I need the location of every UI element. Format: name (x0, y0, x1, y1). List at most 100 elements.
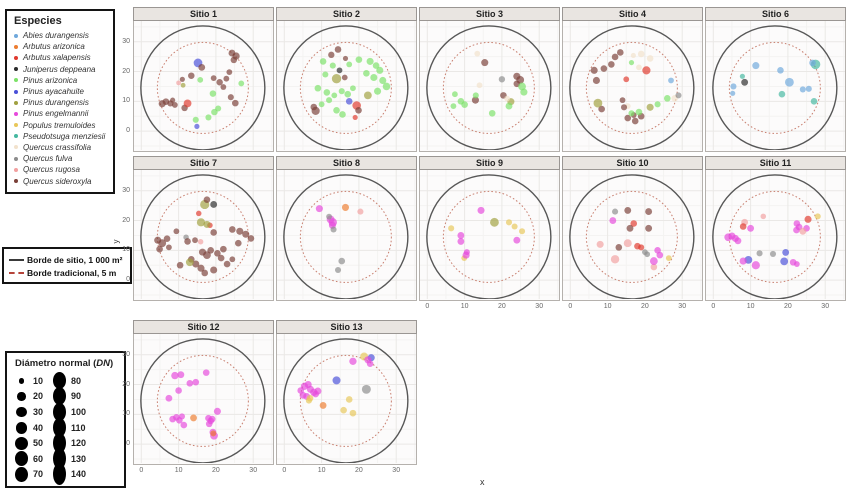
species-label: Pseudotsuga menziesii (23, 131, 106, 141)
species-color-dot (14, 55, 18, 60)
tree-point (448, 225, 455, 232)
diameter-value: 30 (33, 406, 44, 417)
diameter-legend-item: 60 (15, 451, 43, 467)
tree-point (615, 244, 623, 251)
tree-point (638, 244, 645, 251)
tree-point (631, 117, 639, 125)
tree-point (663, 95, 671, 102)
tree-point (190, 414, 197, 422)
tree-point (747, 224, 755, 232)
diameter-value: 110 (71, 422, 86, 433)
tree-point (756, 250, 763, 257)
tree-point (620, 104, 628, 111)
tree-point (229, 226, 236, 233)
tree-point (476, 82, 483, 89)
tree-point (355, 106, 362, 114)
tree-point (630, 52, 636, 59)
tree-point (226, 69, 233, 76)
facet-scatter-svg (277, 170, 416, 299)
tree-point (188, 72, 195, 79)
diameter-legend-item: 100 (53, 402, 86, 422)
tree-point (751, 261, 760, 270)
tree-point (734, 237, 742, 245)
tree-point (179, 76, 185, 82)
tree-point (297, 387, 305, 394)
tree-point (340, 406, 347, 414)
y-tick-label: 10 (122, 410, 130, 418)
tree-point (612, 208, 619, 215)
tree-point (163, 235, 171, 243)
diameter-dot (15, 451, 28, 467)
x-tick-label: 10 (174, 467, 183, 474)
tree-point (739, 73, 745, 79)
tree-point (318, 101, 325, 108)
facet-panel: Sitio 8 (276, 156, 417, 301)
species-legend-item: Juniperus deppeana (14, 64, 109, 75)
facet-panel: Sitio 3 (419, 7, 560, 152)
tree-point (785, 77, 794, 87)
border-legend-item: Borde de sitio, 1 000 m² (9, 253, 126, 266)
facet-panel: Sitio 10 0 10 20 30 (562, 156, 703, 310)
tree-point (180, 82, 186, 88)
tree-point (322, 71, 329, 78)
x-tick-label: 0 (139, 467, 144, 474)
tree-point (166, 244, 172, 251)
tree-point (208, 415, 216, 423)
traditional-border-circle (299, 354, 392, 447)
x-tick-label: 0 (425, 303, 430, 310)
tree-point (177, 371, 185, 379)
diameter-value: 10 (33, 375, 44, 386)
tree-point (234, 239, 242, 247)
site-border-circle (426, 25, 552, 150)
y-tick-label: 10 (122, 246, 130, 254)
traditional-border-circle (442, 190, 535, 283)
tree-point (804, 215, 812, 223)
diameter-value: 120 (71, 438, 87, 449)
facet-header: Sitio 1 (133, 7, 274, 21)
tree-point (782, 248, 790, 256)
facet-scatter-svg (706, 170, 845, 299)
site-border-circle (140, 338, 266, 463)
tree-point (656, 251, 664, 259)
tree-point (600, 65, 608, 72)
facet-grid: Sitio 1 30 20 10 0 Sitio 2 Sitio 3 Sitio 4 Sitio… (112, 0, 848, 491)
facet-header: Sitio 11 (705, 156, 846, 170)
tree-point (619, 97, 626, 104)
species-label: Quercus sideroxyla (23, 176, 92, 186)
diameter-value: 20 (33, 391, 44, 402)
tree-point (331, 92, 338, 99)
border-legend-label: Borde tradicional, 5 m (27, 267, 117, 278)
tree-point (196, 210, 202, 217)
diameter-dot-wrap (53, 402, 67, 422)
y-tick-label: 20 (122, 380, 130, 388)
tree-point (610, 255, 620, 264)
facet-panel: Sitio 7 (133, 156, 274, 301)
species-color-dot (14, 123, 18, 128)
species-legend-title: Especies (14, 15, 62, 27)
diameter-dot (53, 402, 67, 422)
tree-point (628, 60, 635, 66)
tree-point (623, 76, 630, 83)
tree-point (637, 50, 645, 58)
tree-point (205, 420, 213, 428)
tree-point (201, 269, 209, 277)
tree-point (646, 103, 654, 111)
diameter-legend: Diámetro normal (DN) 10 20 30 40 50 60 70 80 90… (5, 351, 126, 489)
tree-point (642, 66, 651, 75)
facet-row-1: Sitio 7 30 20 10 0 Sitio 8 Sitio 9 0 10 20 30 Sitio… (113, 156, 848, 316)
tree-point (158, 239, 167, 248)
facet-header: Sitio 3 (419, 7, 560, 21)
tree-point (315, 205, 323, 213)
species-label: Arbutus xalapensis (23, 53, 91, 63)
tree-point (216, 79, 223, 86)
diameter-dot-wrap (15, 406, 28, 418)
facet-row-2: Sitio 12 0 10 20 30 30 20 10 0 Sitio 13 0 10 20 30 (113, 320, 848, 480)
species-color-dot (14, 89, 18, 94)
tree-point (202, 369, 210, 376)
tree-point (232, 99, 239, 107)
traditional-border-circle (585, 190, 678, 283)
species-legend-item: Pinus ayacahuite (14, 86, 109, 97)
species-legend-item: Quercus crassifolia (14, 142, 109, 153)
facet-header: Sitio 13 (276, 320, 417, 334)
diameter-dot (53, 463, 67, 486)
